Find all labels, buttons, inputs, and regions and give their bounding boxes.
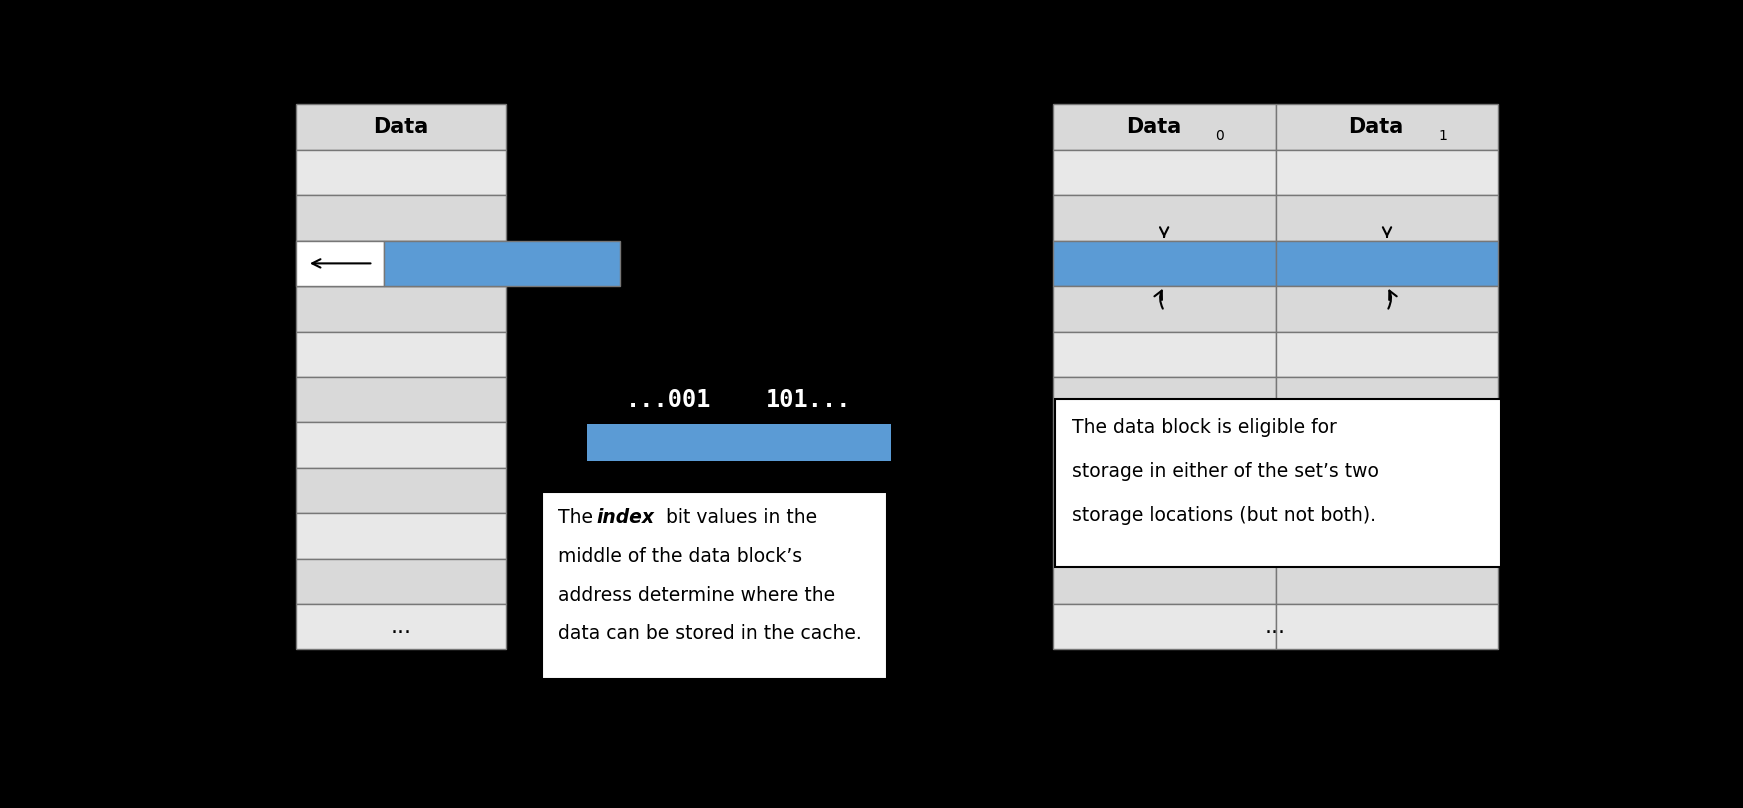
Bar [296,286,505,331]
Bar [296,558,505,604]
Bar [296,604,505,650]
Bar [1276,286,1499,331]
Bar [1276,196,1499,241]
Bar [296,513,505,558]
Bar [296,149,505,196]
Bar [1053,604,1276,650]
Bar [1276,331,1499,377]
Text: address determine where the: address determine where the [558,586,835,604]
Text: The data block is eligible for: The data block is eligible for [1072,418,1337,437]
Bar [1276,604,1499,650]
Text: Data: Data [1349,117,1403,137]
Bar [1276,377,1499,423]
Bar [1276,241,1499,286]
Text: 0: 0 [1215,129,1224,144]
Text: ...: ... [390,617,411,637]
Text: data can be stored in the cache.: data can be stored in the cache. [558,625,863,643]
Bar [1056,398,1501,566]
Bar [587,423,891,461]
Text: The: The [558,507,600,527]
Bar [1053,423,1276,468]
Bar [1053,149,1276,196]
Text: 1: 1 [1438,129,1447,144]
Text: storage in either of the set’s two: storage in either of the set’s two [1072,462,1379,481]
Bar [296,241,383,286]
Bar [296,104,505,149]
Text: index: index [596,507,654,527]
Text: 101...: 101... [765,389,851,412]
Text: bit values in the: bit values in the [659,507,817,527]
Bar [296,196,505,241]
Text: storage locations (but not both).: storage locations (but not both). [1072,507,1375,525]
Bar [296,331,505,377]
Bar [1053,286,1276,331]
Bar [296,241,505,286]
Text: ...: ... [1265,617,1286,637]
Bar [1053,558,1276,604]
Bar [383,241,621,286]
Bar [296,468,505,513]
Bar [1053,331,1276,377]
Bar [1276,513,1499,558]
Text: ...001: ...001 [626,389,711,412]
Bar [296,377,505,423]
Bar [1276,149,1499,196]
Bar [1053,377,1276,423]
Bar [1053,196,1276,241]
Text: Data: Data [373,117,429,137]
Bar [1053,104,1276,149]
Bar [1053,241,1276,286]
Bar [296,423,505,468]
Bar [1053,468,1276,513]
Bar [1276,104,1499,149]
Bar [1276,558,1499,604]
Bar [542,492,887,679]
Bar [1053,513,1276,558]
Bar [1276,423,1499,468]
Text: middle of the data block’s: middle of the data block’s [558,547,802,566]
Text: Data: Data [1126,117,1182,137]
Bar [1276,468,1499,513]
